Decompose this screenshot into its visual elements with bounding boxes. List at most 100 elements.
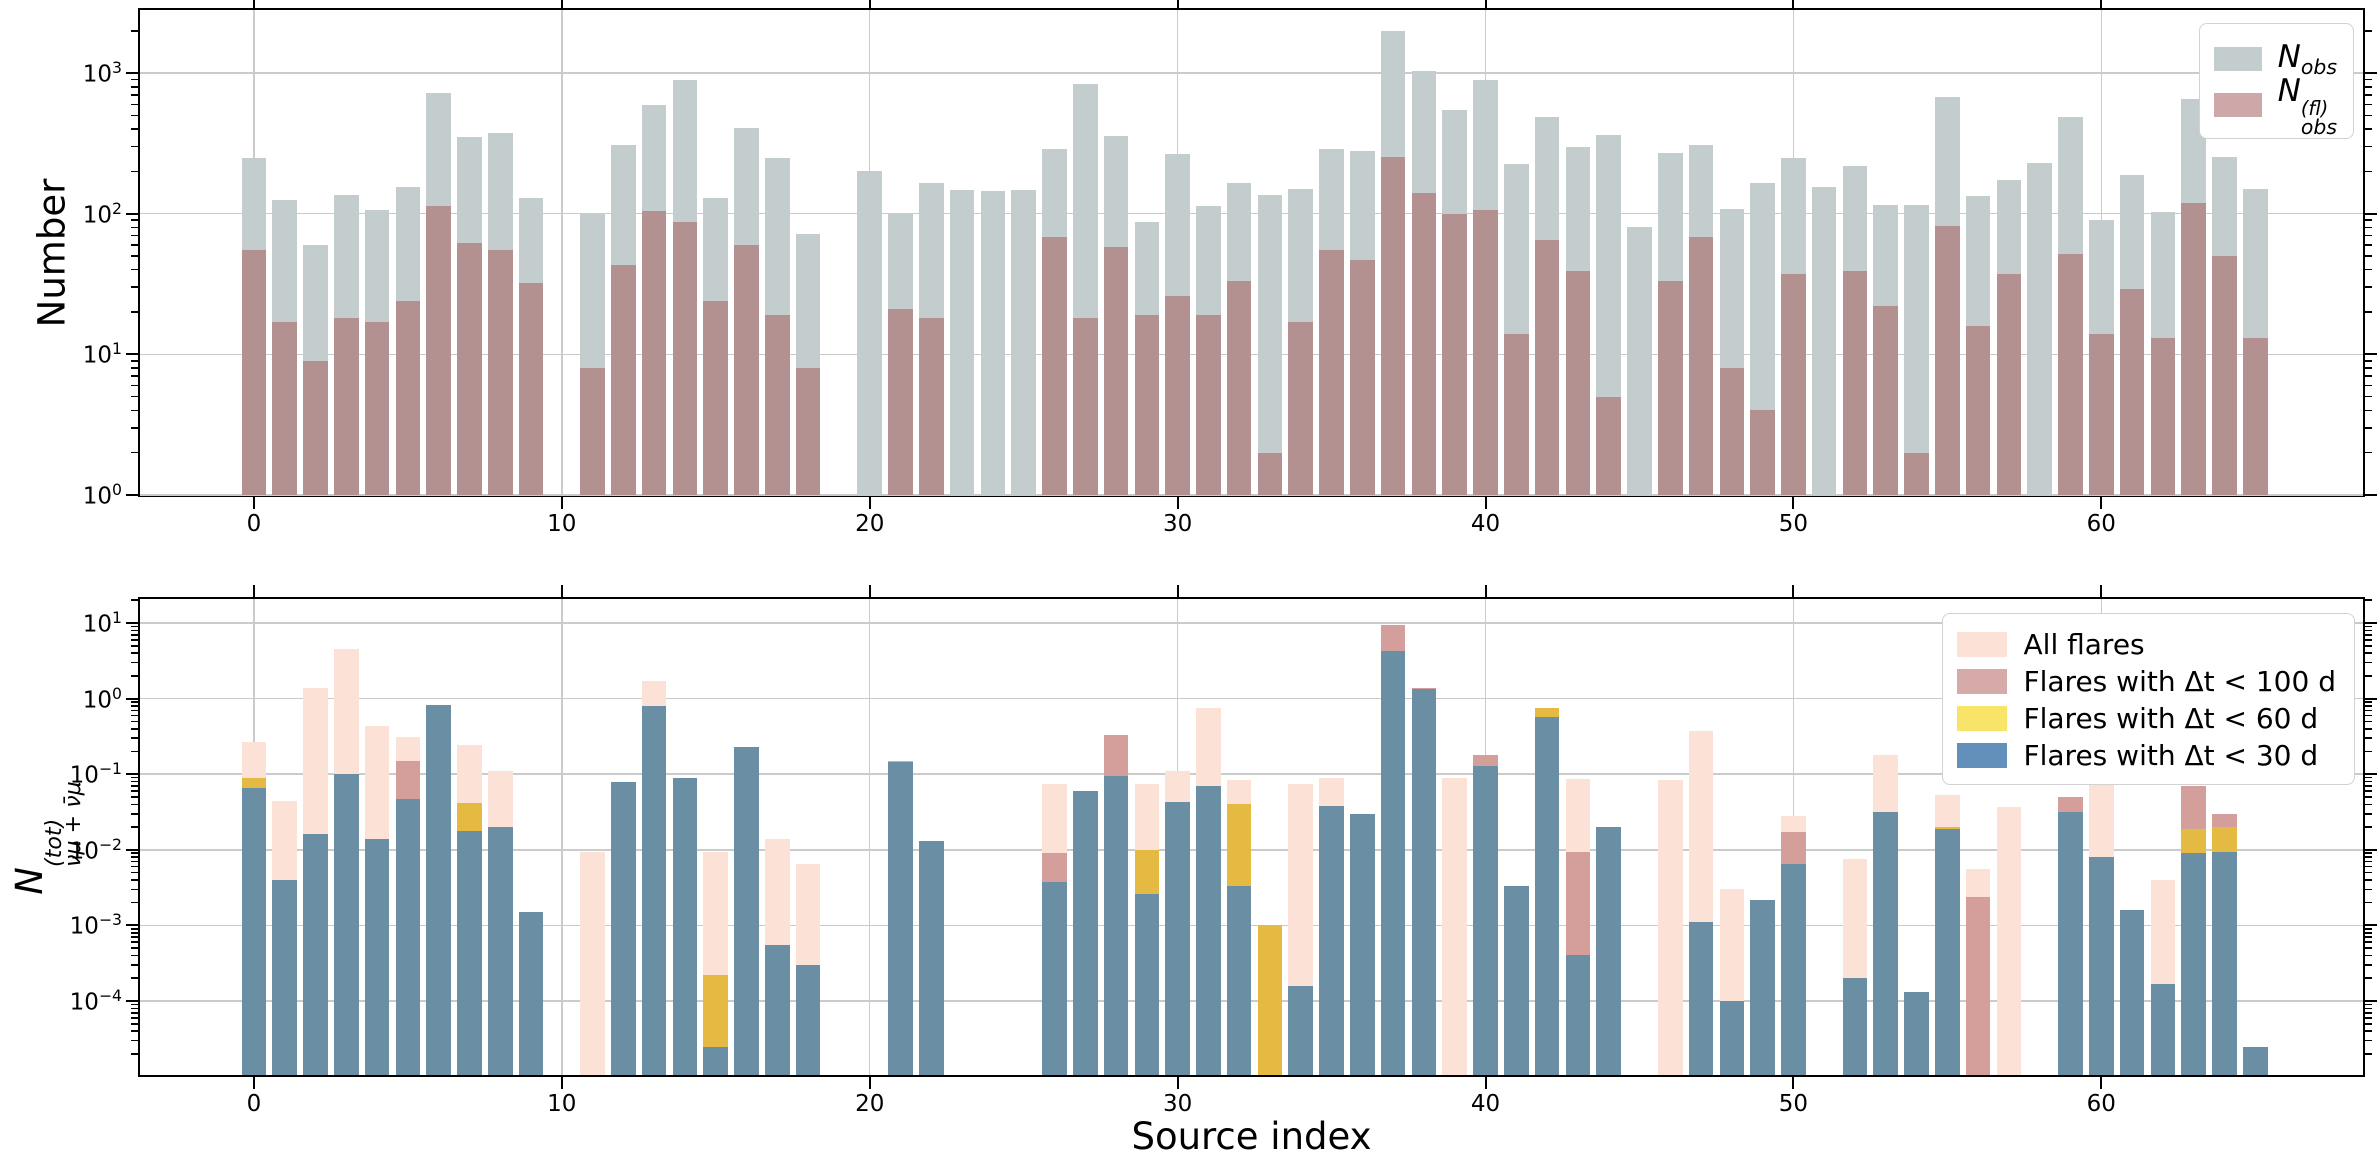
x-major-tick-bottom: [2100, 497, 2103, 509]
y-minor-tick-right: [2365, 856, 2372, 858]
y-minor-tick-left: [131, 879, 138, 881]
h-gridline: [140, 1000, 2363, 1002]
h-gridline: [140, 212, 2363, 215]
y-minor-tick-left: [131, 128, 138, 130]
bar-bottom-s3-x50: [1781, 863, 1806, 1075]
y-minor-tick-left: [131, 790, 138, 792]
bar-bottom-s3-x0: [241, 788, 267, 1075]
y-major-tick-right: [2365, 697, 2377, 700]
y-minor-tick-left: [131, 311, 138, 313]
y-minor-tick-left: [131, 936, 138, 938]
y-minor-tick-left: [131, 852, 138, 855]
legend-item-nobs-fl: N (fl) obs: [2213, 73, 2337, 137]
bar-top-s1-x9: [518, 283, 544, 495]
y-minor-tick-right: [2365, 367, 2372, 369]
h-gridline: [140, 697, 2363, 700]
bar-bottom-s3-x18: [795, 964, 821, 1075]
legend-swatch-nobs: [2213, 47, 2262, 71]
legend-item-all-flares: All flares: [1956, 626, 2336, 663]
y-minor-tick-left: [131, 244, 138, 246]
bar-bottom-s3-x48: [1719, 1001, 1745, 1075]
bar-bottom-s0-x57: [1996, 806, 2022, 1075]
y-minor-tick-left: [131, 94, 138, 96]
bar-bottom-s3-x32: [1226, 886, 1252, 1075]
y-minor-tick-right: [2365, 928, 2372, 930]
y-minor-tick-left: [131, 625, 138, 628]
bar-top-s0-x54: [1904, 205, 1929, 495]
y-minor-tick-left: [131, 812, 138, 815]
x-tick-label: 30: [1162, 511, 1193, 537]
bar-bottom-s3-x1: [272, 879, 298, 1075]
x-major-tick-bottom: [560, 497, 563, 509]
bar-top-s1-x31: [1196, 315, 1221, 495]
y-minor-tick-left: [131, 977, 138, 980]
y-tick-label: 100: [82, 683, 122, 714]
y-minor-tick-left: [131, 1007, 138, 1010]
y-minor-tick-right: [2365, 1016, 2372, 1019]
x-tick-label: 60: [2086, 1091, 2116, 1117]
y-minor-tick-left: [131, 234, 138, 237]
y-minor-tick-left: [131, 661, 138, 664]
legend-swatch-dt30: [1956, 743, 2007, 768]
y-minor-tick-left: [131, 1003, 138, 1006]
y-minor-tick-left: [131, 219, 138, 221]
bar-bottom-s3-x15: [703, 1046, 729, 1075]
y-minor-tick-right: [2365, 941, 2372, 943]
bar-top-s1-x36: [1350, 259, 1375, 495]
legend-item-dt30: Flares with Δt < 30 d: [1956, 737, 2336, 774]
bar-top-s1-x46: [1657, 281, 1683, 495]
bar-top-s0-x20: [857, 171, 883, 495]
x-major-tick-bottom: [868, 1077, 871, 1089]
bar-top-s1-x32: [1226, 281, 1252, 495]
y-minor-tick-right: [2365, 675, 2372, 677]
bar-top-s1-x47: [1688, 237, 1714, 495]
x-tick-label: 20: [855, 511, 885, 537]
bar-bottom-s3-x42: [1534, 717, 1560, 1075]
legend-swatch-dt60: [1956, 706, 2007, 731]
v-gridline: [868, 599, 871, 1075]
y-minor-tick-left: [131, 1053, 138, 1055]
y-minor-tick-left: [131, 652, 138, 654]
y-minor-tick-right: [2365, 714, 2372, 717]
bar-top-s1-x43: [1565, 271, 1591, 495]
bar-bottom-s3-x43: [1565, 955, 1591, 1075]
bar-top-s1-x17: [765, 315, 790, 495]
x-major-tick-bottom: [1792, 1077, 1795, 1089]
y-minor-tick-left: [131, 947, 138, 949]
y-minor-tick-left: [131, 826, 138, 828]
bar-top-s1-x26: [1042, 237, 1067, 495]
x-tick-label: 10: [547, 511, 577, 537]
legend-item-nobs: Nobs: [2213, 36, 2337, 82]
y-tick-label: 103: [82, 58, 122, 88]
y-minor-tick-right: [2365, 709, 2372, 712]
y-minor-tick-left: [131, 941, 138, 943]
y-minor-tick-right: [2365, 652, 2372, 654]
bar-top-s1-x14: [672, 221, 698, 495]
x-major-tick-top: [252, 0, 255, 8]
y-minor-tick-left: [131, 395, 138, 398]
y-minor-tick-right: [2365, 85, 2372, 88]
y-major-tick-left: [126, 212, 138, 215]
y-minor-tick-right: [2365, 852, 2372, 855]
x-major-tick-top: [1484, 585, 1487, 597]
y-tick-label: 10−4: [69, 986, 122, 1016]
y-minor-tick-left: [131, 1039, 138, 1042]
y-minor-tick-left: [131, 871, 138, 874]
bar-top-s1-x3: [333, 318, 359, 495]
y-tick-label: 101: [82, 339, 122, 370]
x-tick-label: 10: [547, 1091, 577, 1117]
y-tick-label: 100: [82, 480, 122, 510]
legend-swatch-all-flares: [1956, 632, 2007, 657]
bar-top-s1-x11: [580, 367, 605, 495]
bar-top-s1-x12: [611, 265, 636, 495]
bar-top-s1-x57: [1996, 274, 2022, 495]
y-major-tick-right: [2365, 353, 2377, 356]
bar-top-s1-x37: [1380, 156, 1406, 495]
bar-top-s1-x42: [1534, 240, 1560, 495]
y-tick-label: 102: [82, 198, 122, 229]
bar-top-s1-x53: [1873, 306, 1899, 495]
y-minor-tick-right: [2365, 1053, 2372, 1055]
bar-bottom-s3-x8: [487, 827, 513, 1075]
bar-bottom-s3-x22: [918, 841, 944, 1075]
y-minor-tick-left: [131, 901, 138, 904]
